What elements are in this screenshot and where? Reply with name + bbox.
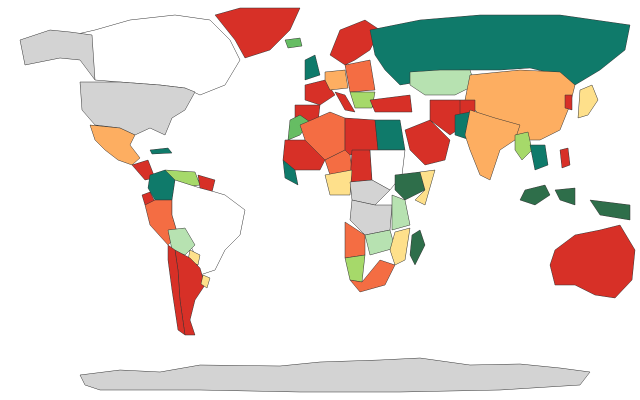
region <box>589 199 631 221</box>
region <box>559 147 571 169</box>
region <box>374 119 406 151</box>
region <box>79 81 196 136</box>
region <box>19 29 96 81</box>
region <box>324 169 353 196</box>
region <box>549 224 636 299</box>
region <box>514 131 533 161</box>
region <box>304 79 336 106</box>
region <box>282 159 299 186</box>
region <box>564 94 573 111</box>
region <box>391 194 411 231</box>
region <box>89 124 141 166</box>
region <box>554 187 576 206</box>
region <box>304 54 321 81</box>
region <box>349 91 376 109</box>
region <box>519 184 551 206</box>
region <box>214 7 301 59</box>
region <box>409 229 426 266</box>
region <box>464 109 521 181</box>
region <box>171 179 246 276</box>
region <box>389 227 411 266</box>
region <box>167 244 186 336</box>
region <box>414 169 436 206</box>
region <box>149 147 173 155</box>
region <box>284 37 303 49</box>
region <box>344 254 366 283</box>
region <box>324 69 349 91</box>
region <box>349 179 391 206</box>
region <box>409 69 476 96</box>
region <box>529 144 549 171</box>
region <box>349 149 373 183</box>
region <box>200 274 211 289</box>
region <box>404 119 451 166</box>
region <box>334 91 356 113</box>
region <box>577 84 599 119</box>
region <box>394 171 426 201</box>
region <box>344 117 379 156</box>
region <box>344 59 376 93</box>
region <box>369 94 413 113</box>
region <box>79 357 591 393</box>
